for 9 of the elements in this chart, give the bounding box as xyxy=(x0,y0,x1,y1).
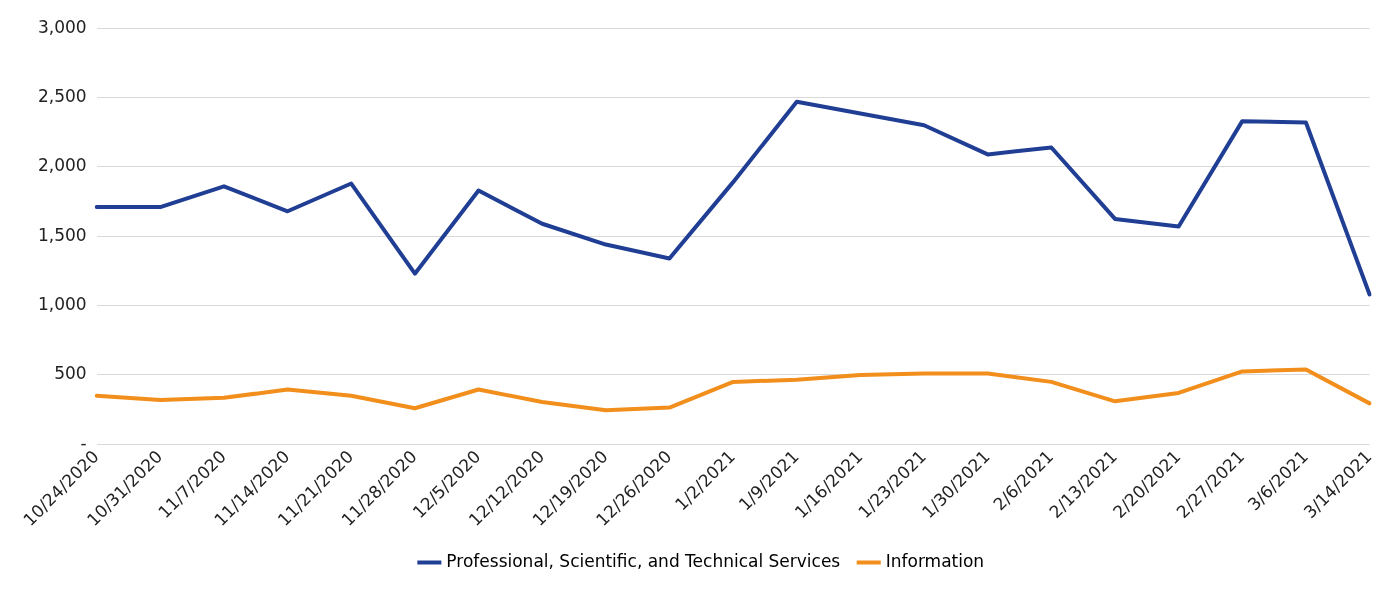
y-tick-label: 1,000 xyxy=(38,294,87,315)
y-tick-label: - xyxy=(80,432,87,453)
y-tick-label: 2,500 xyxy=(38,85,87,106)
y-tick-label: 500 xyxy=(54,363,87,384)
y-tick-label: 3,000 xyxy=(38,16,87,37)
legend-label: Professional, Scientific, and Technical Services xyxy=(446,550,841,571)
y-tick-label: 2,000 xyxy=(38,155,87,176)
legend-label: Information xyxy=(885,550,985,571)
y-tick-label: 1,500 xyxy=(38,224,87,245)
